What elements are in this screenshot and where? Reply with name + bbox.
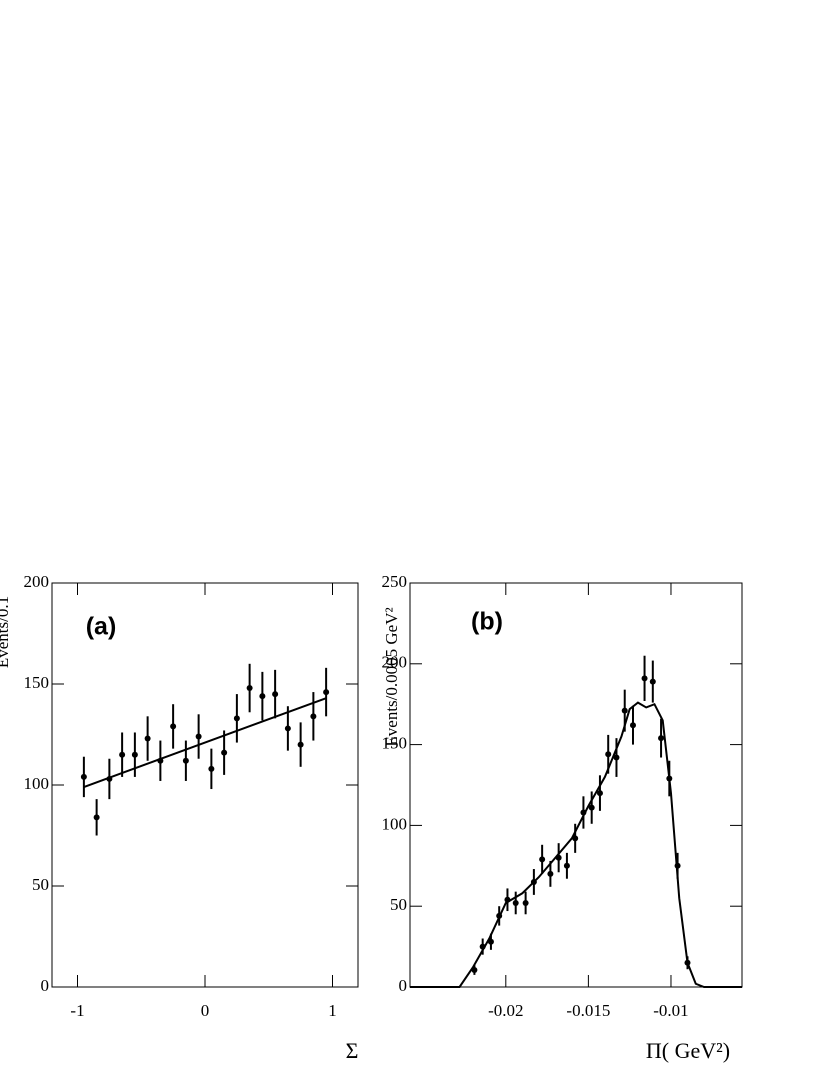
data-point bbox=[588, 804, 595, 811]
data-point bbox=[512, 899, 519, 906]
data-point bbox=[195, 733, 202, 740]
data-point bbox=[310, 713, 317, 720]
y-tick-label: 200 bbox=[24, 572, 50, 591]
data-point bbox=[170, 723, 177, 730]
x-axis-label: Σ bbox=[346, 1038, 359, 1063]
data-point bbox=[621, 707, 628, 714]
fit-curve bbox=[83, 697, 327, 788]
y-tick-label: 200 bbox=[382, 653, 408, 672]
fit-curve bbox=[410, 701, 742, 988]
x-tick-label: 0 bbox=[201, 1001, 210, 1020]
y-tick-label: 0 bbox=[41, 976, 50, 995]
data-point bbox=[649, 678, 656, 685]
data-point bbox=[208, 765, 215, 772]
data-point bbox=[547, 870, 554, 877]
data-point bbox=[323, 689, 330, 696]
data-point bbox=[259, 693, 266, 700]
x-tick-label: 1 bbox=[328, 1001, 337, 1020]
y-axis-label: Events/0.1 bbox=[0, 596, 12, 668]
x-tick-label: -1 bbox=[70, 1001, 84, 1020]
data-point bbox=[658, 735, 665, 742]
y-tick-label: 150 bbox=[24, 673, 50, 692]
x-tick-label: -0.01 bbox=[653, 1001, 688, 1020]
data-point bbox=[246, 685, 253, 692]
data-point bbox=[144, 735, 151, 742]
panel-label: (b) bbox=[471, 608, 503, 636]
data-point bbox=[563, 862, 570, 869]
data-point bbox=[131, 751, 138, 758]
data-point bbox=[596, 790, 603, 797]
data-point bbox=[284, 725, 291, 732]
data-point bbox=[233, 715, 240, 722]
y-tick-label: 150 bbox=[382, 734, 408, 753]
data-point bbox=[605, 751, 612, 758]
y-axis-label: Events/0.0005 GeV² bbox=[382, 607, 401, 746]
data-point bbox=[93, 814, 100, 821]
data-point bbox=[182, 757, 189, 764]
x-axis-label: Π( GeV²) bbox=[646, 1038, 730, 1063]
panel-label: (a) bbox=[86, 613, 117, 641]
plot-frame bbox=[51, 582, 359, 988]
plot-frame bbox=[409, 582, 743, 988]
y-tick-label: 50 bbox=[32, 875, 49, 894]
data-point bbox=[297, 741, 304, 748]
data-point bbox=[119, 751, 126, 758]
data-point bbox=[641, 675, 648, 682]
y-tick-label: 250 bbox=[382, 572, 408, 591]
data-point bbox=[272, 691, 279, 698]
data-point bbox=[613, 754, 620, 761]
x-tick-label: -0.02 bbox=[488, 1001, 523, 1020]
y-tick-label: 0 bbox=[399, 976, 408, 995]
y-tick-label: 100 bbox=[24, 774, 50, 793]
data-point bbox=[221, 749, 228, 756]
data-point bbox=[522, 899, 529, 906]
data-point bbox=[539, 856, 546, 863]
data-point bbox=[80, 773, 87, 780]
data-point bbox=[629, 722, 636, 729]
y-tick-label: 100 bbox=[382, 814, 408, 833]
y-tick-label: 50 bbox=[390, 895, 407, 914]
x-tick-label: -0.015 bbox=[566, 1001, 610, 1020]
